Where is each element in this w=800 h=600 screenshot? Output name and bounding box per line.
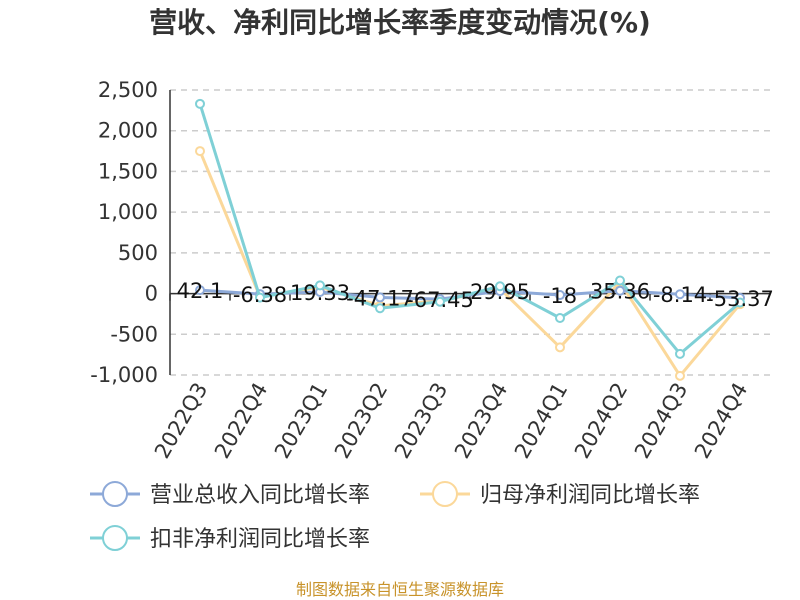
data-point	[495, 281, 505, 292]
legend-item: 扣非净利润同比增长率	[90, 525, 370, 552]
x-tick-label: 2023Q1	[270, 379, 332, 463]
data-label: -6.38	[233, 283, 287, 307]
data-point	[735, 297, 745, 308]
data-point	[255, 292, 265, 303]
series-line	[198, 103, 741, 356]
data-label: 29.95	[470, 280, 530, 304]
y-tick-label: 0	[145, 282, 158, 306]
chart-title: 营收、净利同比增长率季度变动情况(%)	[149, 6, 651, 39]
data-label: -18	[543, 284, 577, 308]
y-tick-label: 1,000	[98, 200, 158, 224]
y-tick-label: -1,000	[90, 363, 158, 387]
legend-label: 归母净利润同比增长率	[480, 483, 700, 508]
data-label: 42.1	[177, 279, 224, 303]
data-point	[555, 342, 565, 353]
data-point	[555, 290, 565, 301]
data-point	[375, 303, 385, 314]
data-point	[675, 348, 685, 359]
legend-marker	[102, 525, 128, 551]
legend-label: 营业总收入同比增长率	[150, 483, 370, 508]
legend-label: 扣非净利润同比增长率	[150, 527, 370, 552]
data-label: -67.45	[406, 288, 474, 312]
data-point	[675, 289, 685, 300]
y-tick-label: 1,500	[98, 159, 158, 183]
y-tick-label: 2,500	[98, 78, 158, 102]
y-tick-label: -500	[110, 322, 158, 346]
x-tick-label: 2024Q4	[690, 379, 752, 463]
source-note: 制图数据来自恒生聚源数据库	[296, 580, 504, 599]
data-point	[555, 313, 565, 323]
legend-marker	[102, 481, 128, 507]
data-label: 35.36	[590, 280, 650, 304]
data-label: -8.14	[653, 283, 707, 307]
data-point	[315, 280, 325, 291]
data-point	[195, 146, 205, 157]
x-tick-label: 2024Q3	[630, 379, 692, 463]
data-label: -47.17	[346, 286, 414, 310]
data-point	[195, 285, 205, 296]
y-tick-label: 500	[118, 241, 158, 265]
legend-item: 营业总收入同比增长率	[90, 481, 370, 508]
x-tick-label: 2022Q3	[150, 379, 212, 463]
data-point	[375, 292, 385, 303]
axes: 2,500 2,000 1,500 1,000 500 0 -500 -1,0002022Q3…	[90, 78, 770, 463]
x-tick-label: 2024Q1	[510, 379, 572, 463]
x-tick-label: 2023Q4	[450, 379, 512, 463]
data-point	[615, 275, 625, 286]
y-tick-label: 2,000	[98, 119, 158, 143]
x-tick-label: 2024Q2	[570, 379, 632, 463]
data-point	[675, 370, 685, 381]
x-tick-label: 2023Q3	[390, 379, 452, 463]
data-point	[615, 285, 625, 296]
legend-item: 归母净利润同比增长率	[420, 481, 700, 508]
data-label: 19.33	[290, 281, 350, 305]
gridlines	[170, 89, 770, 376]
legend-marker	[432, 481, 458, 507]
series-lines	[195, 98, 745, 381]
x-tick-label: 2023Q2	[330, 379, 392, 463]
data-label: -53.37	[706, 287, 774, 311]
data-point	[195, 98, 205, 109]
series-line	[198, 150, 742, 378]
data-point	[435, 296, 445, 307]
x-tick-label: 2022Q4	[210, 379, 272, 463]
